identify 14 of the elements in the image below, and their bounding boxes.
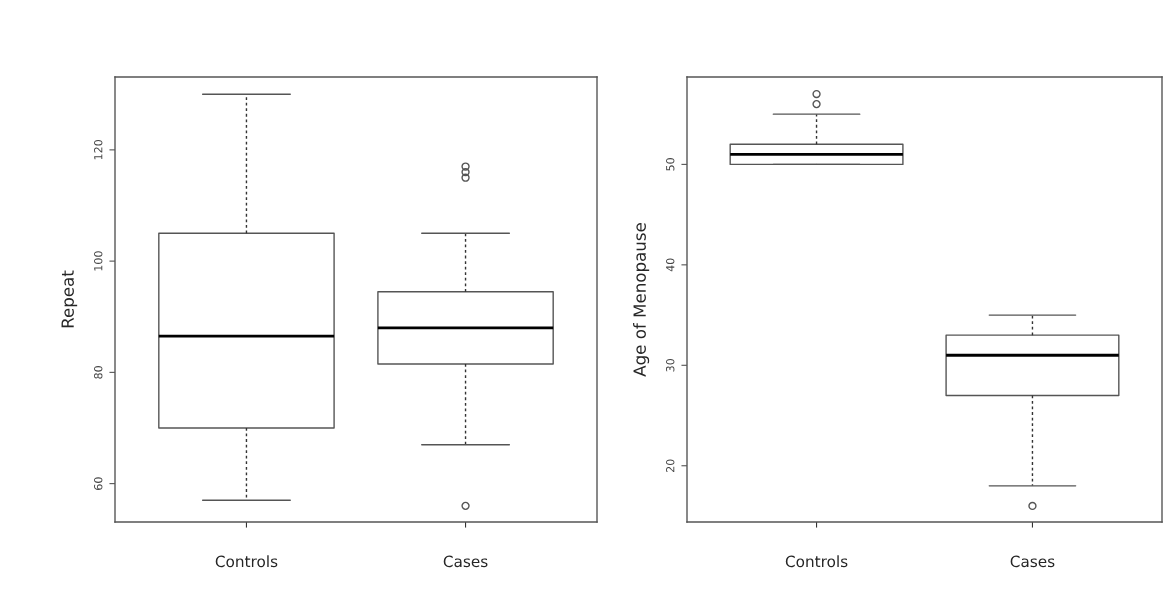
y-tick-label: 80 (94, 366, 103, 379)
y-tick-label: 50 (666, 158, 675, 171)
y-tick-label: 120 (94, 140, 103, 160)
x-tick-label: Cases (1010, 555, 1055, 568)
y-axis-title: Age of Menopause (633, 223, 650, 377)
y-tick-label: 30 (666, 358, 675, 372)
y-tick-label: 60 (94, 477, 103, 490)
y-tick-label: 100 (94, 251, 103, 271)
x-tick-label: Cases (443, 555, 488, 568)
x-tick-label: Controls (215, 555, 278, 568)
y-tick-label: 20 (666, 459, 675, 472)
y-tick-label: 40 (666, 258, 675, 272)
x-tick-label: Controls (785, 555, 848, 568)
y-axis-title: Repeat (61, 270, 78, 328)
